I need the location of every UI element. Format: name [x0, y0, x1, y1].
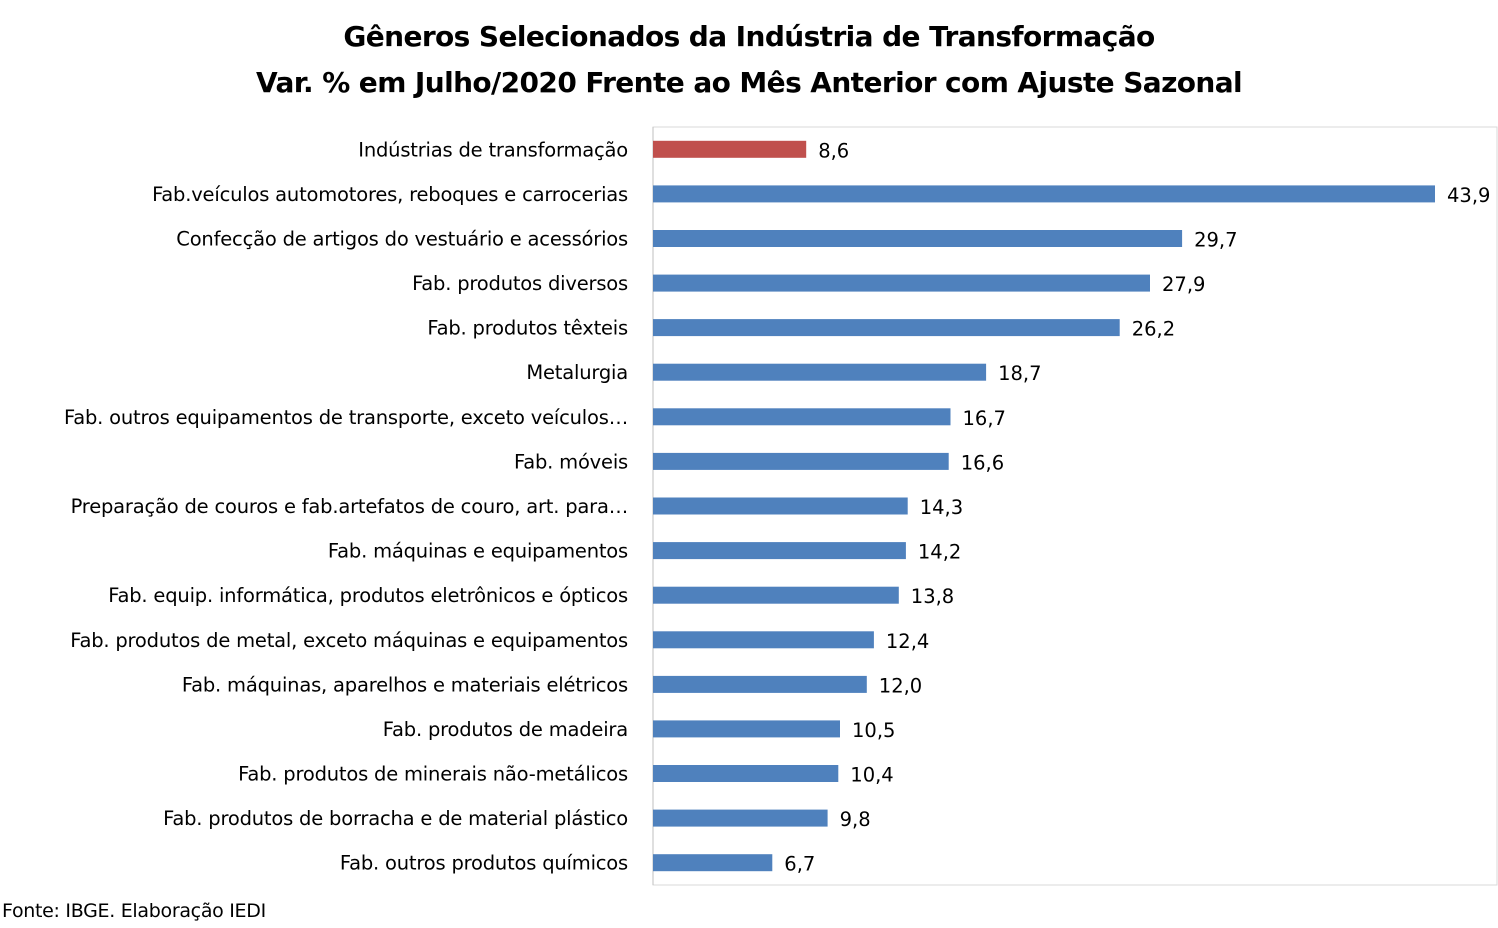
bar-13 — [653, 720, 840, 738]
category-label-15: Fab. produtos de borracha e de material … — [163, 807, 628, 830]
bar-1 — [653, 185, 1435, 203]
value-label-8: 14,3 — [920, 496, 963, 519]
bar-0 — [653, 140, 807, 158]
value-label-7: 16,6 — [961, 451, 1004, 474]
value-label-6: 16,7 — [963, 407, 1006, 430]
value-labels: 8,6 43,9 29,7 27,9 26,2 18,7 16,7 16,6 14,3 14,2 1… — [784, 139, 1490, 875]
bar-5 — [653, 363, 987, 381]
bar-6 — [653, 408, 951, 426]
category-label-0: Indústrias de transformação — [358, 138, 628, 161]
bars — [653, 140, 1435, 872]
bar-11 — [653, 631, 874, 649]
value-label-10: 13,8 — [911, 585, 954, 608]
category-label-13: Fab. produtos de madeira — [383, 718, 628, 741]
bar-2 — [653, 230, 1183, 247]
value-label-1: 43,9 — [1447, 184, 1490, 207]
value-label-15: 9,8 — [840, 808, 871, 831]
category-label-2: Confecção de artigos do vestuário e aces… — [176, 228, 628, 251]
category-label-12: Fab. máquinas, aparelhos e materiais elé… — [182, 673, 628, 696]
chart-title: Gêneros Selecionados da Indústria de Tra… — [343, 20, 1155, 53]
bar-12 — [653, 675, 867, 693]
bar-3 — [653, 274, 1150, 292]
bar-8 — [653, 497, 908, 515]
value-label-3: 27,9 — [1162, 273, 1205, 296]
bar-10 — [653, 586, 899, 604]
category-label-7: Fab. móveis — [514, 450, 628, 473]
category-label-1: Fab.veículos automotores, reboques e car… — [152, 183, 628, 206]
bar-9 — [653, 542, 906, 560]
category-label-5: Metalurgia — [526, 361, 628, 384]
category-label-4: Fab. produtos têxteis — [427, 317, 628, 340]
category-label-16: Fab. outros produtos químicos — [340, 852, 628, 875]
category-label-10: Fab. equip. informática, produtos eletrô… — [108, 584, 628, 607]
bar-7 — [653, 452, 949, 470]
category-label-8: Preparação de couros e fab.artefatos de … — [71, 495, 628, 518]
value-label-2: 29,7 — [1194, 229, 1237, 252]
value-label-4: 26,2 — [1132, 318, 1175, 341]
category-label-9: Fab. máquinas e equipamentos — [328, 540, 628, 563]
value-label-11: 12,4 — [886, 630, 929, 653]
bar-4 — [653, 319, 1120, 337]
value-label-5: 18,7 — [998, 362, 1041, 385]
chart-subtitle: Var. % em Julho/2020 Frente ao Mês Anter… — [255, 66, 1243, 99]
category-label-3: Fab. produtos diversos — [412, 272, 628, 295]
value-label-14: 10,4 — [850, 764, 893, 787]
category-label-14: Fab. produtos de minerais não-metálicos — [238, 763, 628, 786]
category-label-6: Fab. outros equipamentos de transporte, … — [64, 406, 628, 429]
value-label-13: 10,5 — [852, 719, 895, 742]
source-note: Fonte: IBGE. Elaboração IEDI — [2, 900, 266, 922]
bar-15 — [653, 809, 828, 827]
category-labels: Indústrias de transformação Fab.veículos … — [64, 138, 628, 874]
value-label-0: 8,6 — [818, 139, 849, 162]
value-label-9: 14,2 — [918, 541, 961, 564]
value-label-12: 12,0 — [879, 674, 922, 697]
category-label-11: Fab. produtos de metal, exceto máquinas … — [70, 629, 628, 652]
bar-14 — [653, 765, 839, 782]
bar-16 — [653, 854, 773, 872]
value-label-16: 6,7 — [784, 853, 815, 876]
